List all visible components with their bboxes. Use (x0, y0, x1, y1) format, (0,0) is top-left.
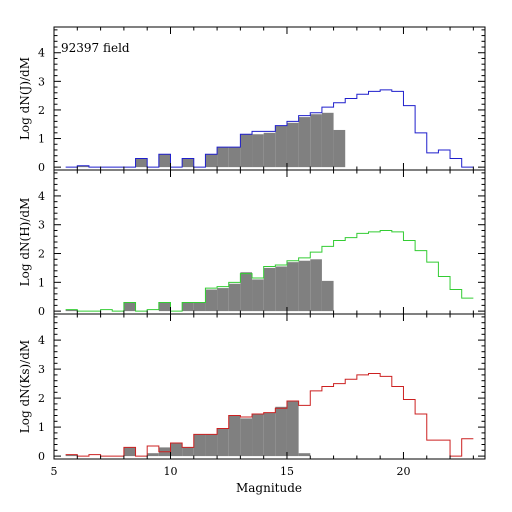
histogram-bar (275, 125, 287, 168)
histogram-bar (77, 165, 89, 168)
histogram-bar (321, 112, 334, 168)
histogram-outline-J (65, 89, 474, 168)
y-tick-label: 0 (38, 450, 45, 463)
histogram-bar (275, 266, 287, 312)
histogram-bar (170, 443, 183, 457)
histogram-bar (158, 302, 171, 312)
histogram-bar (65, 309, 78, 312)
histogram-bar (286, 122, 299, 168)
histogram-bar (310, 259, 322, 312)
histogram-bar (147, 453, 159, 457)
x-axis-label: Magnitude (236, 481, 302, 495)
histogram-bar (123, 302, 136, 312)
histogram-outline-H (65, 229, 474, 312)
y-tick-label: 1 (38, 421, 45, 434)
y-tick-label: 3 (38, 363, 45, 376)
histogram-bar (228, 283, 241, 312)
x-axis: 5 10 15 20 (51, 465, 411, 478)
y-tick-label: 3 (38, 219, 45, 232)
y-tick-label: 4 (38, 190, 45, 203)
x-tick-label: 15 (280, 465, 294, 478)
panel-H: 0 1 2 3 4 Log dN(H)/dM (18, 169, 486, 318)
histogram-bar (182, 158, 194, 168)
x-tick-label: 10 (163, 465, 177, 478)
histogram-bar (240, 418, 253, 457)
histogram-bar (228, 415, 241, 457)
histogram-bar (286, 401, 299, 457)
histogram-bar (135, 158, 148, 168)
histogram-bar (275, 406, 287, 457)
histogram-bar (252, 134, 264, 168)
histogram-bar (333, 129, 346, 168)
histogram-bar (298, 260, 311, 312)
histogram-bar (240, 272, 253, 312)
x-tick-label: 5 (51, 465, 58, 478)
y-tick-label: 4 (38, 334, 45, 347)
y-tick-label: 1 (38, 276, 45, 289)
panel-Ks: 0 1 2 3 4 Log dN(Ks)/dM (18, 313, 486, 463)
histogram-bar (205, 289, 218, 312)
histogram-bar (65, 454, 78, 457)
y-axis-label: Log dN(H)/dM (18, 198, 32, 287)
histogram-outline-Ks (65, 372, 474, 457)
histogram-bar (252, 414, 264, 457)
histogram-bar (123, 447, 136, 457)
y-tick-label: 2 (38, 248, 45, 261)
histogram-bar (217, 147, 229, 168)
panel-J: 0 1 2 3 4 Log dN(J)/dM (18, 26, 486, 174)
histogram-bar (182, 447, 194, 457)
y-axis-label: Log dN(J)/dM (18, 57, 32, 140)
y-tick-label: 0 (38, 161, 45, 174)
histogram-bar (240, 134, 253, 168)
y-tick-label: 4 (38, 47, 45, 60)
histogram-bar (205, 434, 218, 457)
histogram-bar (193, 302, 206, 312)
histogram-bar (263, 132, 276, 168)
y-axis-label: Log dN(Ks)/dM (18, 340, 32, 433)
y-tick-label: 2 (38, 104, 45, 117)
histogram-bar (205, 154, 218, 168)
histogram-bar (217, 288, 229, 312)
y-tick-label: 0 (38, 305, 45, 318)
histogram-bar (286, 262, 299, 312)
histogram-bar (217, 428, 229, 457)
histogram-bar (158, 154, 171, 168)
histogram-bar (252, 279, 264, 312)
histogram-bar (321, 280, 334, 312)
histogram-bar (193, 434, 206, 457)
histogram-bar (298, 453, 311, 457)
y-tick-label: 2 (38, 392, 45, 405)
histogram-bar (263, 412, 276, 457)
histogram-bar (298, 117, 311, 168)
field-annotation: 92397 field (61, 41, 130, 55)
histogram-bar (263, 267, 276, 312)
x-tick-label: 20 (396, 465, 410, 478)
y-tick-label: 1 (38, 133, 45, 146)
y-tick-label: 3 (38, 75, 45, 88)
histogram-bar (182, 302, 194, 312)
histogram-bar (228, 147, 241, 168)
histogram-bar (310, 114, 322, 168)
